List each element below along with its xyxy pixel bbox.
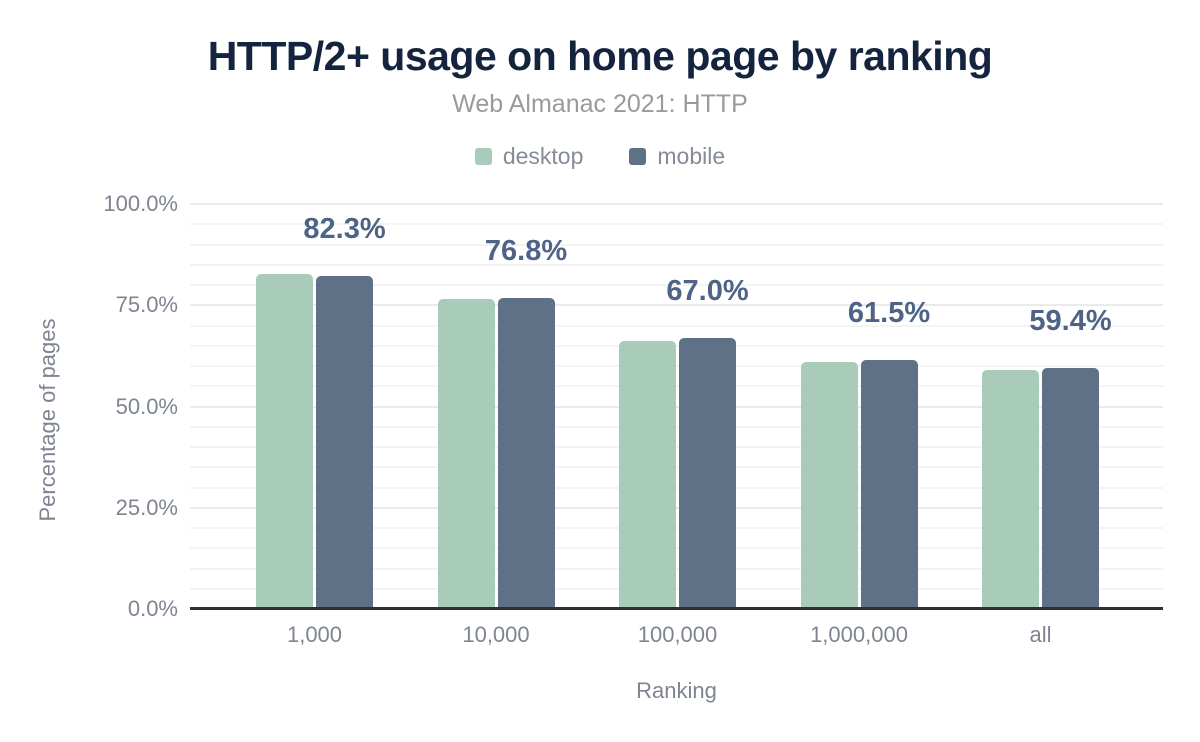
bar-desktop-10000[interactable] [437,299,495,609]
gridline-minor-15 [190,547,1163,550]
plot-area: 82.3% 76.8% 67.0% 61.5% 59.4% [190,203,1163,609]
gridline-minor-60 [190,365,1163,367]
gridline-minor-95 [190,223,1163,226]
x-tick-label-10000: 10,000 [462,622,530,647]
gridline-minor-5 [190,587,1163,590]
gridline-major-50 [190,405,1163,408]
chart-title: HTTP/2+ usage on home page by ranking [207,33,993,79]
gridline-minor-10 [190,567,1163,570]
y-tick-label-250: 25.0% [115,494,178,520]
gridline-minor-55 [190,385,1163,388]
legend: desktop mobile [0,143,1200,170]
legend-item-mobile[interactable]: mobile [629,143,725,170]
legend-swatch-desktop [474,148,492,165]
value-label-10000: 76.8% [484,234,568,267]
gridline-minor-80 [190,284,1163,286]
legend-swatch-mobile [629,148,647,165]
y-tick-label-00: 0.0% [127,596,178,621]
chart-subtitle: Web Almanac 2021: HTTP [452,90,748,118]
x-tick-label-all: all [1029,622,1052,647]
gridline-minor-30 [190,486,1163,489]
value-label-1000000: 61.5% [847,296,931,329]
bar-desktop-1000000[interactable] [800,361,858,609]
gridline-minor-85 [190,263,1163,266]
value-label-1000: 82.3% [303,212,386,245]
x-tick-label-1000: 1,000 [286,622,343,647]
legend-item-desktop[interactable]: desktop [474,143,584,170]
bar-mobile-1000[interactable] [316,275,373,609]
bar-mobile-100000[interactable] [679,337,736,609]
bar-desktop-all[interactable] [982,370,1039,609]
bar-mobile-all[interactable] [1042,368,1099,609]
bar-mobile-10000[interactable] [497,297,555,609]
y-tick-label-1000: 100.0% [103,191,178,216]
gridline-minor-90 [190,243,1163,246]
x-tick-label-1000000: 1,000,000 [810,622,908,647]
gridline-major-25 [190,506,1163,509]
bar-mobile-1000000[interactable] [860,359,918,609]
y-tick-label-500: 50.0% [115,393,178,419]
gridline-major-100 [190,203,1163,205]
legend-label-desktop: desktop [502,143,584,169]
y-tick-label-750: 75.0% [115,292,178,318]
value-label-all: 59.4% [1029,305,1112,338]
x-tick-label-100000: 100,000 [637,622,718,647]
gridline-minor-70 [190,324,1163,327]
gridline-minor-65 [190,344,1163,347]
y-axis-title: Percentage of pages [35,318,60,522]
legend-label-mobile: mobile [657,143,726,169]
gridline-minor-45 [190,425,1163,428]
x-axis-line [190,607,1163,610]
gridline-major-75 [190,304,1163,307]
bar-desktop-1000[interactable] [256,273,313,609]
value-label-100000: 67.0% [666,274,749,307]
gridline-minor-40 [190,446,1163,448]
x-axis-title: Ranking [636,678,717,703]
gridline-minor-20 [190,527,1163,529]
bar-desktop-100000[interactable] [619,340,676,609]
gridline-minor-35 [190,466,1163,469]
